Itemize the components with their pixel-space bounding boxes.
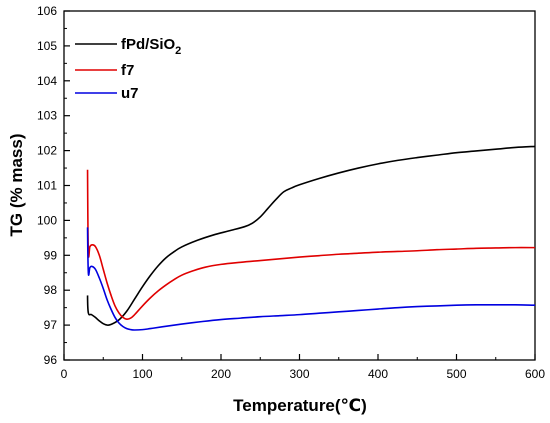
legend: fPd/SiO2 f7 u7 [75,36,181,102]
legend-label-fpd-sio2: fPd/SiO2 [121,36,181,57]
y-tick-label: 98 [44,283,58,297]
y-tick-label: 96 [44,353,58,367]
y-tick-label: 104 [37,74,57,88]
legend-label-fpd-sio2-main: fPd/SiO [121,36,176,53]
series-layer [86,145,536,331]
y-tick-label: 105 [37,39,57,53]
x-tick-label: 500 [446,367,466,381]
x-tick-label: 100 [132,367,152,381]
legend-label-u7: u7 [121,85,139,102]
x-tick-label: 0 [61,367,68,381]
x-tick-label: 300 [289,367,309,381]
series-line-2 [86,227,536,331]
y-tick-label: 106 [37,4,57,18]
x-tick-label: 400 [368,367,388,381]
ticks-layer: 0 100 200 300 400 500 600 96 97 98 99 100 101 102 103 1… [37,4,545,381]
series-line-1 [86,169,536,320]
x-tick-label: 200 [211,367,231,381]
y-tick-label: 97 [44,318,58,332]
y-tick-label: 102 [37,144,57,158]
legend-label-fpd-sio2-sub: 2 [175,45,181,57]
series-line-0 [86,145,536,326]
x-tick-label: 600 [525,367,545,381]
y-tick-label: 99 [44,248,58,262]
x-axis-title: Temperature(℃) [233,396,367,415]
y-tick-label: 100 [37,213,57,227]
y-tick-label: 101 [37,179,57,193]
y-axis-title: TG (% mass) [7,134,26,237]
y-tick-label: 103 [37,109,57,123]
legend-label-f7: f7 [121,62,134,79]
